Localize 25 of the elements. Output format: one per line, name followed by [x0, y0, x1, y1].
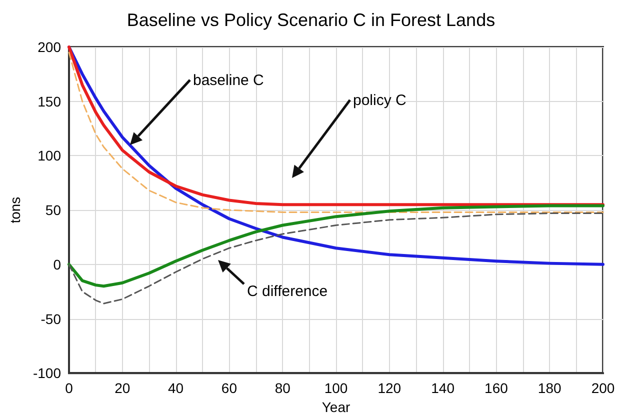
- y-tick-label: 0: [53, 256, 62, 272]
- x-axis-title: Year: [322, 399, 350, 415]
- line-series: [68, 212, 604, 304]
- x-tick-label: 120: [378, 380, 402, 396]
- x-tick-label: 80: [274, 380, 291, 396]
- x-tick-label: 160: [484, 380, 508, 396]
- x-tick-label: 200: [591, 380, 615, 396]
- x-tick-label: 60: [221, 380, 238, 396]
- y-tick-label: -50: [40, 310, 62, 327]
- x-tick-label: 20: [114, 380, 130, 396]
- annotation: policy C: [353, 92, 407, 109]
- y-tick-label: -100: [32, 365, 62, 382]
- annotation: C difference: [247, 283, 328, 300]
- x-tick-label: 0: [65, 380, 74, 396]
- y-tick-label: 100: [38, 148, 62, 164]
- y-tick-label: 200: [38, 39, 62, 55]
- x-tick-label: 40: [168, 380, 184, 396]
- chart-title: Baseline vs Policy Scenario C in Forest Lands: [126, 10, 496, 30]
- annotation: baseline C: [193, 72, 264, 89]
- y-axis-title: tons: [7, 196, 24, 224]
- x-tick-label: 100: [324, 380, 348, 396]
- x-tick-label: 180: [538, 380, 562, 396]
- y-tick-label: 150: [38, 93, 62, 110]
- y-tick-label: 50: [45, 202, 62, 218]
- x-tick-label: 140: [431, 380, 455, 396]
